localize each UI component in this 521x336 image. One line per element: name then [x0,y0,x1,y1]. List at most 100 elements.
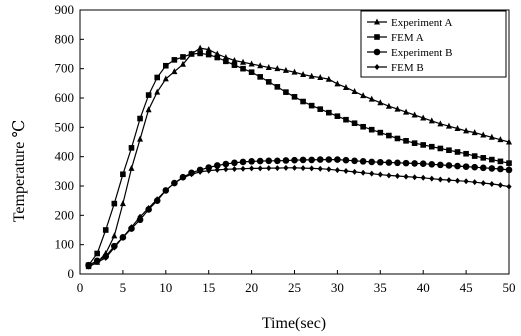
data-point-circle [351,157,358,164]
data-point-square [94,251,100,257]
data-point-square [386,133,392,139]
series-fem-a [86,51,512,268]
data-point-circle [368,159,375,166]
data-point-square [455,149,461,155]
data-point-diamond [446,177,451,183]
data-point-square [360,124,366,130]
series-layer [85,45,512,270]
data-point-square [309,103,315,109]
data-point-circle [300,157,307,164]
data-point-square [154,75,160,81]
data-point-circle [377,159,384,166]
data-point-circle [489,165,496,172]
data-point-circle [463,163,470,170]
y-tick-label: 300 [55,178,75,193]
data-point-square [120,171,126,177]
x-tick-label: 35 [374,280,387,295]
series-experiment-a [86,45,512,270]
legend-label: FEM B [391,62,424,74]
data-point-diamond [472,179,477,185]
data-point-circle [420,160,427,167]
data-point-diamond [318,166,323,172]
x-tick-label: 50 [503,280,516,295]
series-line [89,53,509,265]
data-point-circle [283,157,290,164]
data-point-square [395,136,401,142]
data-point-square [506,160,512,166]
legend: Experiment AFEM AExperiment BFEM B [361,11,506,77]
series-experiment-b [85,156,512,268]
data-point-square [343,117,349,123]
data-point-square [197,51,203,57]
data-point-square [112,201,118,207]
y-tick-label: 900 [55,2,75,17]
x-tick-label: 30 [331,280,344,295]
data-point-circle [497,166,504,173]
y-tick-label: 100 [55,237,75,252]
data-point-circle [343,157,350,164]
x-tick-label: 5 [120,280,127,295]
data-point-square [223,59,229,65]
data-point-circle [360,158,367,165]
data-point-square [420,142,426,148]
x-tick-label: 15 [202,280,215,295]
data-point-square [257,74,263,80]
data-point-circle [403,160,410,167]
data-point-square [232,62,238,68]
data-point-square [403,138,409,144]
data-point-diamond [395,173,400,179]
y-tick-label: 0 [68,266,75,281]
data-point-diamond [309,165,314,171]
data-point-square [214,55,220,61]
data-point-diamond [283,165,288,171]
x-tick-label: 25 [288,280,301,295]
data-point-circle [374,49,381,56]
data-point-diamond [352,169,357,175]
data-point-square [369,127,375,133]
data-point-diamond [481,180,486,186]
data-point-square [292,94,298,100]
data-point-circle [240,159,247,166]
data-point-square [352,120,358,126]
y-axis-title: Temperature ℃ [11,120,28,223]
legend-label: Experiment A [391,17,452,29]
data-point-diamond [438,177,443,183]
data-point-circle [257,158,264,165]
data-point-circle [471,164,478,171]
data-point-diamond [240,166,245,172]
data-point-triangle [146,106,152,112]
data-point-circle [454,163,461,170]
data-point-square [472,153,478,159]
series-line [89,48,509,267]
data-point-square [498,159,504,165]
data-point-diamond [464,178,469,184]
x-tick-label: 0 [77,280,84,295]
data-point-square [266,79,272,85]
data-point-diamond [429,176,434,182]
data-point-diamond [223,166,228,172]
data-point-circle [326,156,333,163]
data-point-circle [231,160,238,167]
data-point-square [429,144,435,150]
data-point-diamond [292,165,297,171]
data-point-square [129,145,135,151]
x-tick-label: 45 [460,280,473,295]
data-point-circle [446,162,453,169]
data-point-square [249,69,255,75]
data-point-circle [428,161,435,168]
data-point-diamond [361,170,366,176]
data-point-square [189,51,195,57]
data-point-diamond [232,166,237,172]
y-tick-label: 200 [55,207,75,222]
data-point-square [378,130,384,136]
data-point-diamond [369,171,374,177]
data-point-triangle [171,68,177,74]
data-point-triangle [197,45,203,51]
x-axis-title: Time(sec) [262,315,326,332]
data-point-square [163,63,169,69]
data-point-square [103,227,109,233]
y-tick-label: 600 [55,90,75,105]
data-point-triangle [137,136,143,142]
data-point-diamond [258,165,263,171]
data-point-diamond [506,184,511,190]
